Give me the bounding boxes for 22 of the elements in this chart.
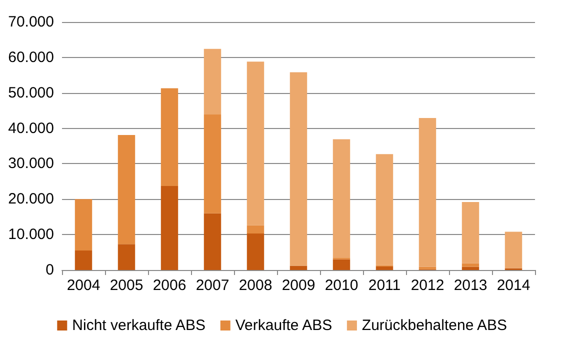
x-tick-label: 2013	[454, 277, 488, 294]
x-tick-label: 2014	[496, 277, 530, 294]
y-tick-label: 30.000	[8, 155, 54, 172]
x-tick-label: 2009	[282, 277, 316, 294]
x-tick-label: 2006	[152, 277, 186, 294]
y-tick-label: 70.000	[8, 14, 54, 30]
x-tick-label: 2007	[196, 277, 230, 294]
x-tick-label: 2010	[324, 277, 358, 294]
x-tick-label: 2008	[238, 277, 272, 294]
y-tick-label: 60.000	[8, 48, 54, 66]
y-tick-label: 20.000	[8, 190, 54, 208]
legend-label: Verkaufte ABS	[235, 317, 332, 334]
y-tick-label: 40.000	[8, 120, 54, 137]
y-tick-label: 50.000	[8, 84, 54, 102]
x-tick-label: 2005	[110, 277, 144, 294]
legend-label: Nicht verkaufte ABS	[72, 317, 206, 334]
legend-label: Zurückbehaltene ABS	[362, 317, 508, 334]
x-tick-label: 2011	[368, 277, 401, 294]
y-tick-label: 10.000	[8, 226, 54, 244]
x-tick-label: 2004	[66, 277, 100, 294]
y-tick-label: 0	[46, 262, 54, 278]
x-tick-label: 2012	[410, 277, 444, 294]
